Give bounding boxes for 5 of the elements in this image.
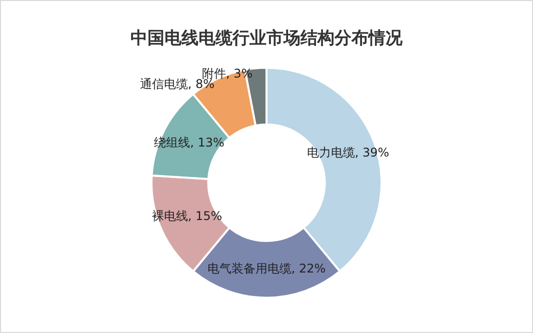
slice-label: 附件, 3%	[202, 66, 253, 80]
slice-label: 裸电线, 15%	[152, 209, 222, 224]
slice-label: 电气装备用电缆, 22%	[207, 261, 326, 276]
slice-label: 电力电缆, 39%	[306, 145, 390, 160]
chart-title: 中国电线电缆行业市场结构分布情况	[130, 28, 404, 49]
